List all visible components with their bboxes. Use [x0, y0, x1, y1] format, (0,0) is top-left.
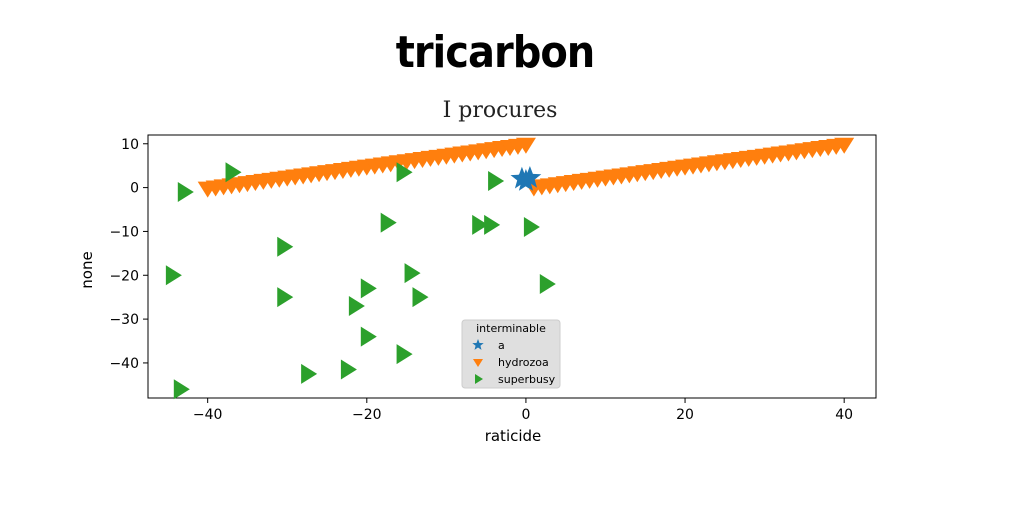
point-superbusy: [360, 326, 377, 347]
legend-marker-a: [472, 339, 484, 350]
legend-label-hydrozoa: hydrozoa: [498, 356, 549, 369]
page-title: tricarbon: [395, 28, 596, 78]
x-tick-label: 20: [676, 407, 694, 423]
plot-area: −40 −20 0 20 40 10 0 −10 −20 −30 −40: [109, 134, 877, 423]
y-tick-label: −20: [109, 268, 139, 284]
legend-title: interminable: [476, 322, 546, 335]
point-superbusy: [523, 217, 540, 238]
legend: interminable a hydrozoa superbusy: [461, 319, 561, 389]
y-tick-label: 10: [121, 137, 139, 153]
legend-marker-superbusy: [475, 374, 483, 384]
point-superbusy: [177, 181, 194, 202]
x-tick-label: −20: [352, 407, 382, 423]
y-tick-label: −30: [109, 312, 139, 328]
legend-box: [461, 319, 561, 389]
y-axis-label: none: [78, 251, 96, 288]
point-superbusy: [396, 344, 413, 365]
x-axis-label: raticide: [485, 427, 542, 445]
point-superbusy: [396, 162, 413, 183]
x-tick-label: −40: [193, 407, 223, 423]
point-superbusy: [404, 263, 421, 284]
point-superbusy: [484, 214, 501, 235]
legend-label-superbusy: superbusy: [498, 373, 556, 386]
point-superbusy: [225, 162, 242, 183]
point-superbusy: [277, 287, 294, 308]
point-hydrozoa: [515, 137, 536, 154]
point-superbusy: [472, 214, 489, 235]
point-superbusy: [488, 171, 505, 192]
chart-title: I procures: [443, 98, 558, 123]
y-tick-label: −10: [109, 224, 139, 240]
legend-label-a: a: [498, 339, 505, 352]
point-superbusy: [340, 359, 357, 380]
point-superbusy: [380, 212, 397, 233]
point-superbusy: [165, 265, 182, 286]
axes-frame: [147, 134, 877, 399]
x-tick-label: 40: [835, 407, 853, 423]
point-superbusy: [539, 274, 556, 295]
y-tick-label: −40: [109, 356, 139, 372]
x-tick-label: 0: [521, 407, 530, 423]
point-a: [518, 166, 542, 188]
point-superbusy: [301, 363, 318, 384]
point-superbusy: [173, 379, 190, 400]
point-superbusy: [412, 287, 429, 308]
point-superbusy: [277, 236, 294, 257]
point-superbusy: [348, 295, 365, 316]
point-hydrozoa: [834, 137, 855, 154]
y-tick-label: 0: [130, 181, 139, 197]
legend-marker-hydrozoa: [473, 359, 483, 367]
point-a: [514, 169, 538, 191]
point-superbusy: [360, 278, 377, 299]
